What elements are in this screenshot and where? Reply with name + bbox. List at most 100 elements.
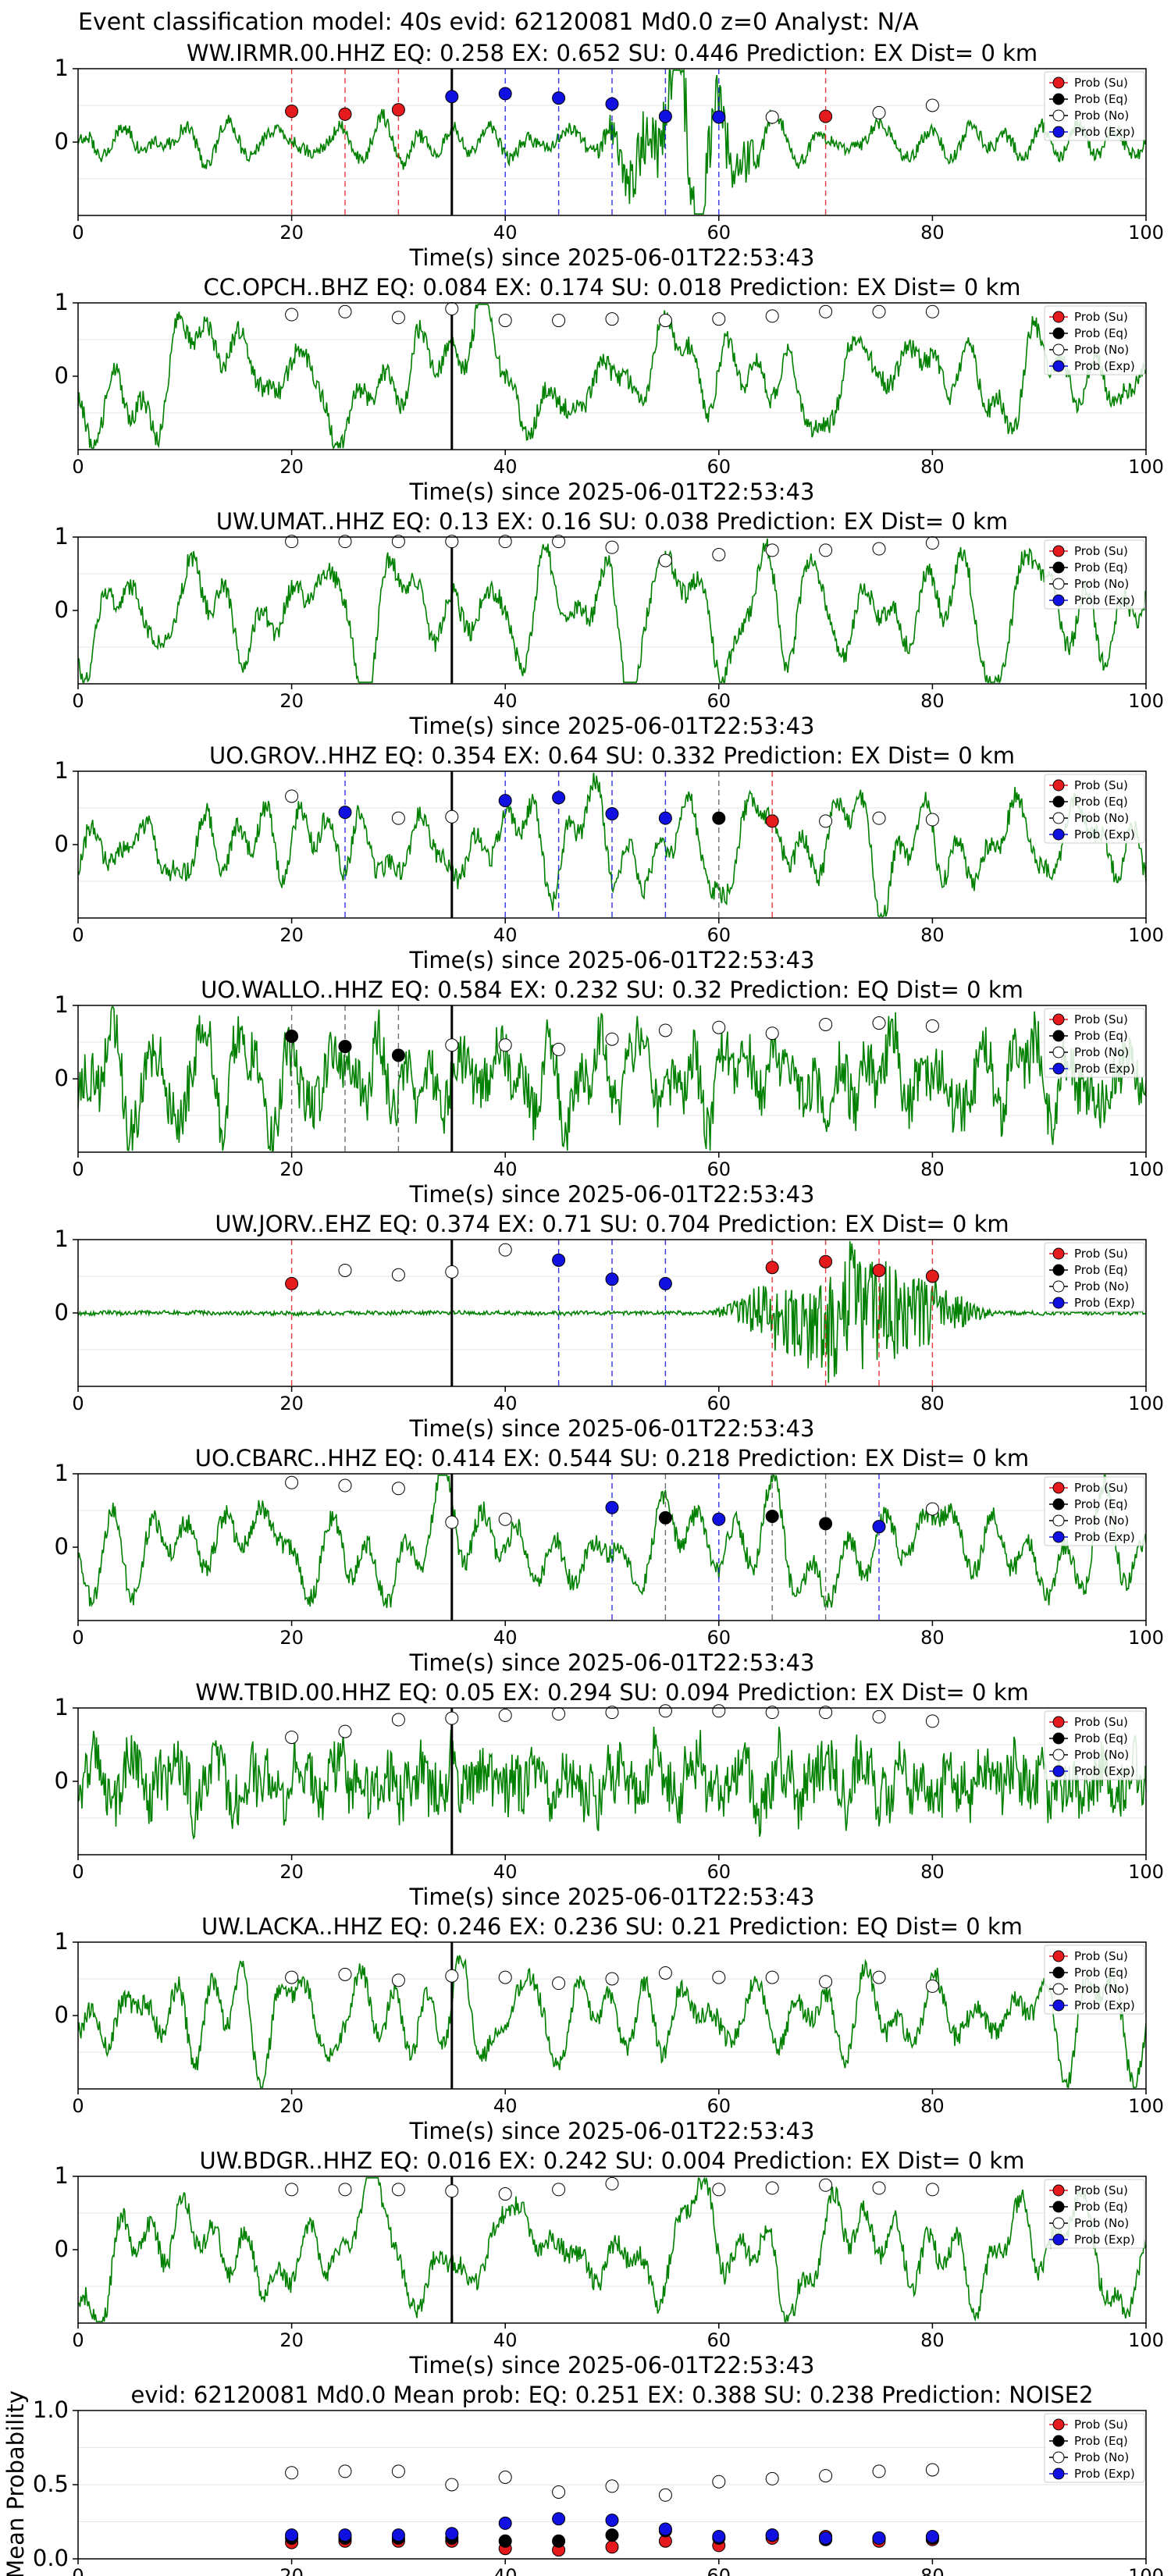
prob-point-no: [605, 2176, 619, 2190]
mean-point-no: [552, 2485, 566, 2499]
prob-point-no: [285, 1731, 299, 1745]
panel-title: evid: 62120081 Md0.0 Mean prob: EQ: 0.25…: [130, 2382, 1093, 2408]
mean-point-exp: [712, 2530, 726, 2543]
panel-uo-cbarc-hhz: UO.CBARC..HHZ EQ: 0.414 EX: 0.544 SU: 0.…: [55, 1445, 1164, 1676]
prob-point-no: [285, 1970, 299, 1984]
prob-point-no: [872, 811, 886, 825]
mean-point-exp: [925, 2530, 939, 2543]
legend-marker-no: [1052, 343, 1065, 356]
mean-point-eq: [552, 2534, 566, 2548]
prob-point-exp: [445, 90, 459, 104]
legend-label-su: Prob (Su): [1074, 310, 1128, 324]
legend-label-eq: Prob (Eq): [1074, 1497, 1128, 1511]
legend-label-su: Prob (Su): [1074, 2418, 1128, 2432]
axes-frame: [77, 1941, 1147, 2090]
prob-point-no: [391, 535, 405, 549]
prob-point-no: [605, 312, 619, 326]
prob-point-no: [819, 304, 833, 318]
x-axis-label: Time(s) since 2025-06-01T22:53:43: [409, 2118, 815, 2144]
prob-point-no: [498, 1512, 512, 1526]
x-tick-label: 80: [920, 690, 945, 712]
prob-point-no: [605, 1972, 619, 1986]
x-tick-label: 100: [1128, 924, 1164, 946]
x-tick-label: 40: [493, 1393, 518, 1414]
legend-marker-eq: [1052, 1498, 1065, 1510]
prob-point-no: [285, 535, 299, 549]
legend-marker-su: [1052, 2418, 1065, 2431]
prob-point-no: [819, 814, 833, 828]
legend-label-no: Prob (No): [1074, 811, 1129, 825]
panel-uw-jorv-ehz: UW.JORV..EHZ EQ: 0.374 EX: 0.71 SU: 0.70…: [55, 1211, 1164, 1442]
legend-label-no: Prob (No): [1074, 1514, 1129, 1528]
panel-cc-opch-bhz: CC.OPCH..BHZ EQ: 0.084 EX: 0.174 SU: 0.0…: [55, 274, 1164, 505]
legend-marker-no: [1052, 1046, 1065, 1059]
legend-marker-eq: [1052, 327, 1065, 340]
mean-point-no: [872, 2464, 886, 2478]
x-tick-label: 100: [1128, 1861, 1164, 1883]
x-tick-label: 0: [72, 222, 84, 244]
legend-frame: [1044, 539, 1145, 610]
legend-marker-exp: [1052, 828, 1065, 841]
panel-ww-irmr-00-hhz: WW.IRMR.00.HHZ EQ: 0.258 EX: 0.652 SU: 0…: [55, 40, 1164, 271]
y-tick-label: 0.5: [33, 2471, 69, 2497]
prob-point-no: [498, 1243, 512, 1257]
legend-marker-su: [1052, 1013, 1065, 1026]
legend-frame: [1044, 305, 1145, 375]
legend-label-su: Prob (Su): [1074, 1012, 1128, 1026]
prob-point-no: [872, 2181, 886, 2195]
legend-label-eq: Prob (Eq): [1074, 92, 1128, 106]
legend-label-exp: Prob (Exp): [1074, 1998, 1135, 2012]
legend: Prob (Su) Prob (Eq) Prob (No) Prob (Exp): [1044, 71, 1145, 141]
legend-marker-exp: [1052, 594, 1065, 607]
legend-label-exp: Prob (Exp): [1074, 359, 1135, 373]
prob-point-no: [658, 1704, 672, 1718]
mean-point-exp: [658, 2522, 672, 2536]
legend-label-eq: Prob (Eq): [1074, 2200, 1128, 2214]
legend-label-exp: Prob (Exp): [1074, 2233, 1135, 2247]
legend-label-exp: Prob (Exp): [1074, 1764, 1135, 1778]
prob-point-su: [819, 1254, 833, 1268]
legend-marker-su: [1052, 1482, 1065, 1494]
legend-marker-exp: [1052, 2233, 1065, 2246]
axes-frame: [77, 536, 1147, 685]
x-axis-label: Time(s) since 2025-06-01T22:53:43: [409, 1884, 815, 1910]
legend-marker-su: [1052, 311, 1065, 323]
legend-marker-exp: [1052, 2467, 1065, 2480]
prob-point-no: [605, 1706, 619, 1720]
prob-point-no: [765, 110, 779, 124]
x-tick-label: 80: [920, 1158, 945, 1180]
x-tick-label: 20: [279, 690, 304, 712]
prob-point-exp: [605, 1500, 619, 1514]
waveform-trace: [78, 2176, 1146, 2322]
prob-point-exp: [712, 1512, 726, 1526]
x-tick-label: 60: [707, 2095, 731, 2117]
mean-point-exp: [498, 2516, 512, 2530]
prob-point-no: [872, 105, 886, 119]
mean-point-exp: [605, 2514, 619, 2528]
legend-label-no: Prob (No): [1074, 2216, 1129, 2230]
prob-point-exp: [872, 1520, 886, 1534]
prob-point-no: [765, 1970, 779, 1984]
y-tick-label: 1: [55, 2162, 69, 2189]
x-tick-label: 40: [493, 1158, 518, 1180]
y-tick-label: 0.0: [33, 2545, 69, 2571]
prob-point-exp: [552, 1253, 566, 1267]
prob-point-no: [552, 1707, 566, 1721]
legend-label-su: Prob (Su): [1074, 778, 1128, 792]
legend-label-no: Prob (No): [1074, 1279, 1129, 1293]
y-tick-label: 1: [55, 1226, 69, 1252]
mean-point-exp: [872, 2531, 886, 2545]
legend: Prob (Su) Prob (Eq) Prob (No) Prob (Exp): [1044, 2413, 1145, 2483]
legend-marker-exp: [1052, 126, 1065, 138]
mean-point-su: [605, 2540, 619, 2554]
y-tick-label: 0: [55, 1767, 69, 1794]
mean-point-exp: [338, 2528, 352, 2542]
x-tick-label: 100: [1128, 2095, 1164, 2117]
prob-point-su: [819, 109, 833, 123]
prob-point-no: [445, 1265, 459, 1279]
x-tick-label: 100: [1128, 1393, 1164, 1414]
panel-ww-tbid-00-hhz: WW.TBID.00.HHZ EQ: 0.05 EX: 0.294 SU: 0.…: [55, 1679, 1164, 1910]
prob-point-exp: [712, 110, 726, 124]
y-tick-label: 1: [55, 1928, 69, 1955]
prob-point-no: [765, 1706, 779, 1720]
